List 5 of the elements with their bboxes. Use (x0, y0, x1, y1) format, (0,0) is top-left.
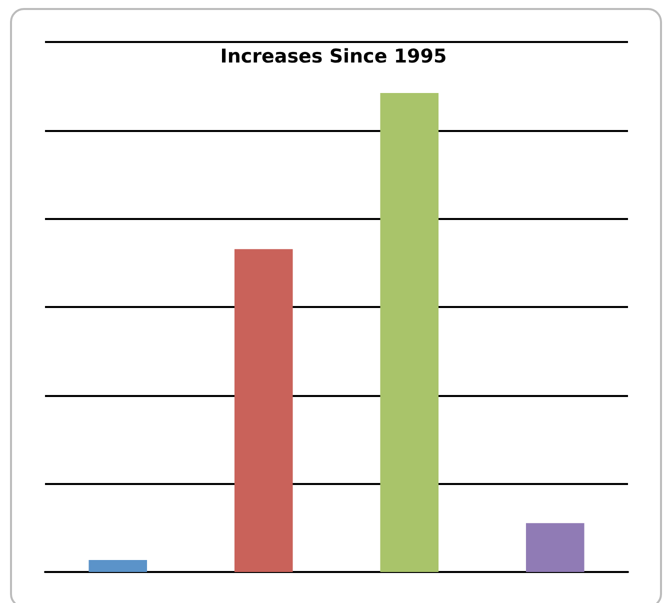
bar (88, 560, 148, 572)
bar (234, 249, 293, 572)
bar (380, 93, 439, 572)
bar (526, 523, 584, 572)
chart-title: Increases Since 1995 (220, 46, 447, 68)
